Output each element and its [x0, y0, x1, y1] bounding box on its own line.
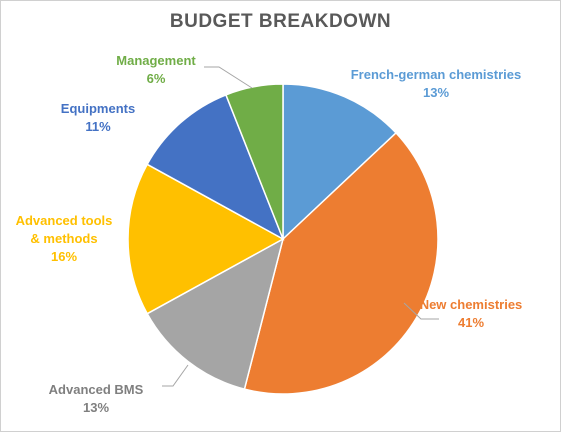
data-label-new-chemistries: New chemistries 41% [420, 297, 523, 330]
leader-lines [162, 66, 439, 387]
data-label-value: 16% [51, 249, 77, 264]
pie-slices [127, 83, 439, 395]
data-label-category: Advanced tools [16, 213, 113, 228]
data-label-management: Management 6% [116, 53, 196, 86]
leader-line-management [204, 66, 253, 89]
leader-line-advanced-bms [162, 364, 189, 387]
pie-slice-management [224, 83, 284, 240]
data-label-equipments: Equipments 11% [61, 101, 135, 134]
data-label-value: 6% [147, 71, 166, 86]
data-label-value: 13% [423, 85, 449, 100]
data-label-category: & methods [30, 231, 97, 246]
leader-line-new-chemistries [403, 302, 439, 320]
data-label-value: 41% [458, 315, 484, 330]
data-label-value: 13% [83, 400, 109, 415]
pie-slice-french-german-chemistries [282, 83, 398, 241]
pie-slice-advanced-tools-methods [127, 163, 285, 315]
pie-slice-advanced-bms [146, 237, 285, 391]
data-label-category: Advanced BMS [49, 382, 144, 397]
chart-title: BUDGET BREAKDOWN [169, 11, 392, 32]
data-label-category: French-german chemistries [351, 67, 522, 82]
data-label-advanced-bms: Advanced BMS 13% [49, 382, 144, 415]
data-label-category: Equipments [61, 101, 135, 116]
pie-slice-new-chemistries [243, 131, 439, 395]
data-labels: French-german chemistries 13% New chemistr… [16, 53, 523, 415]
data-label-advanced-tools-methods: Advanced tools & methods 16% [16, 213, 113, 264]
data-label-french-german-chemistries: French-german chemistries 13% [351, 67, 522, 100]
data-label-category: New chemistries [420, 297, 523, 312]
data-label-value: 11% [85, 119, 111, 134]
data-label-category: Management [116, 53, 196, 68]
pie-slice-equipments [146, 93, 285, 241]
